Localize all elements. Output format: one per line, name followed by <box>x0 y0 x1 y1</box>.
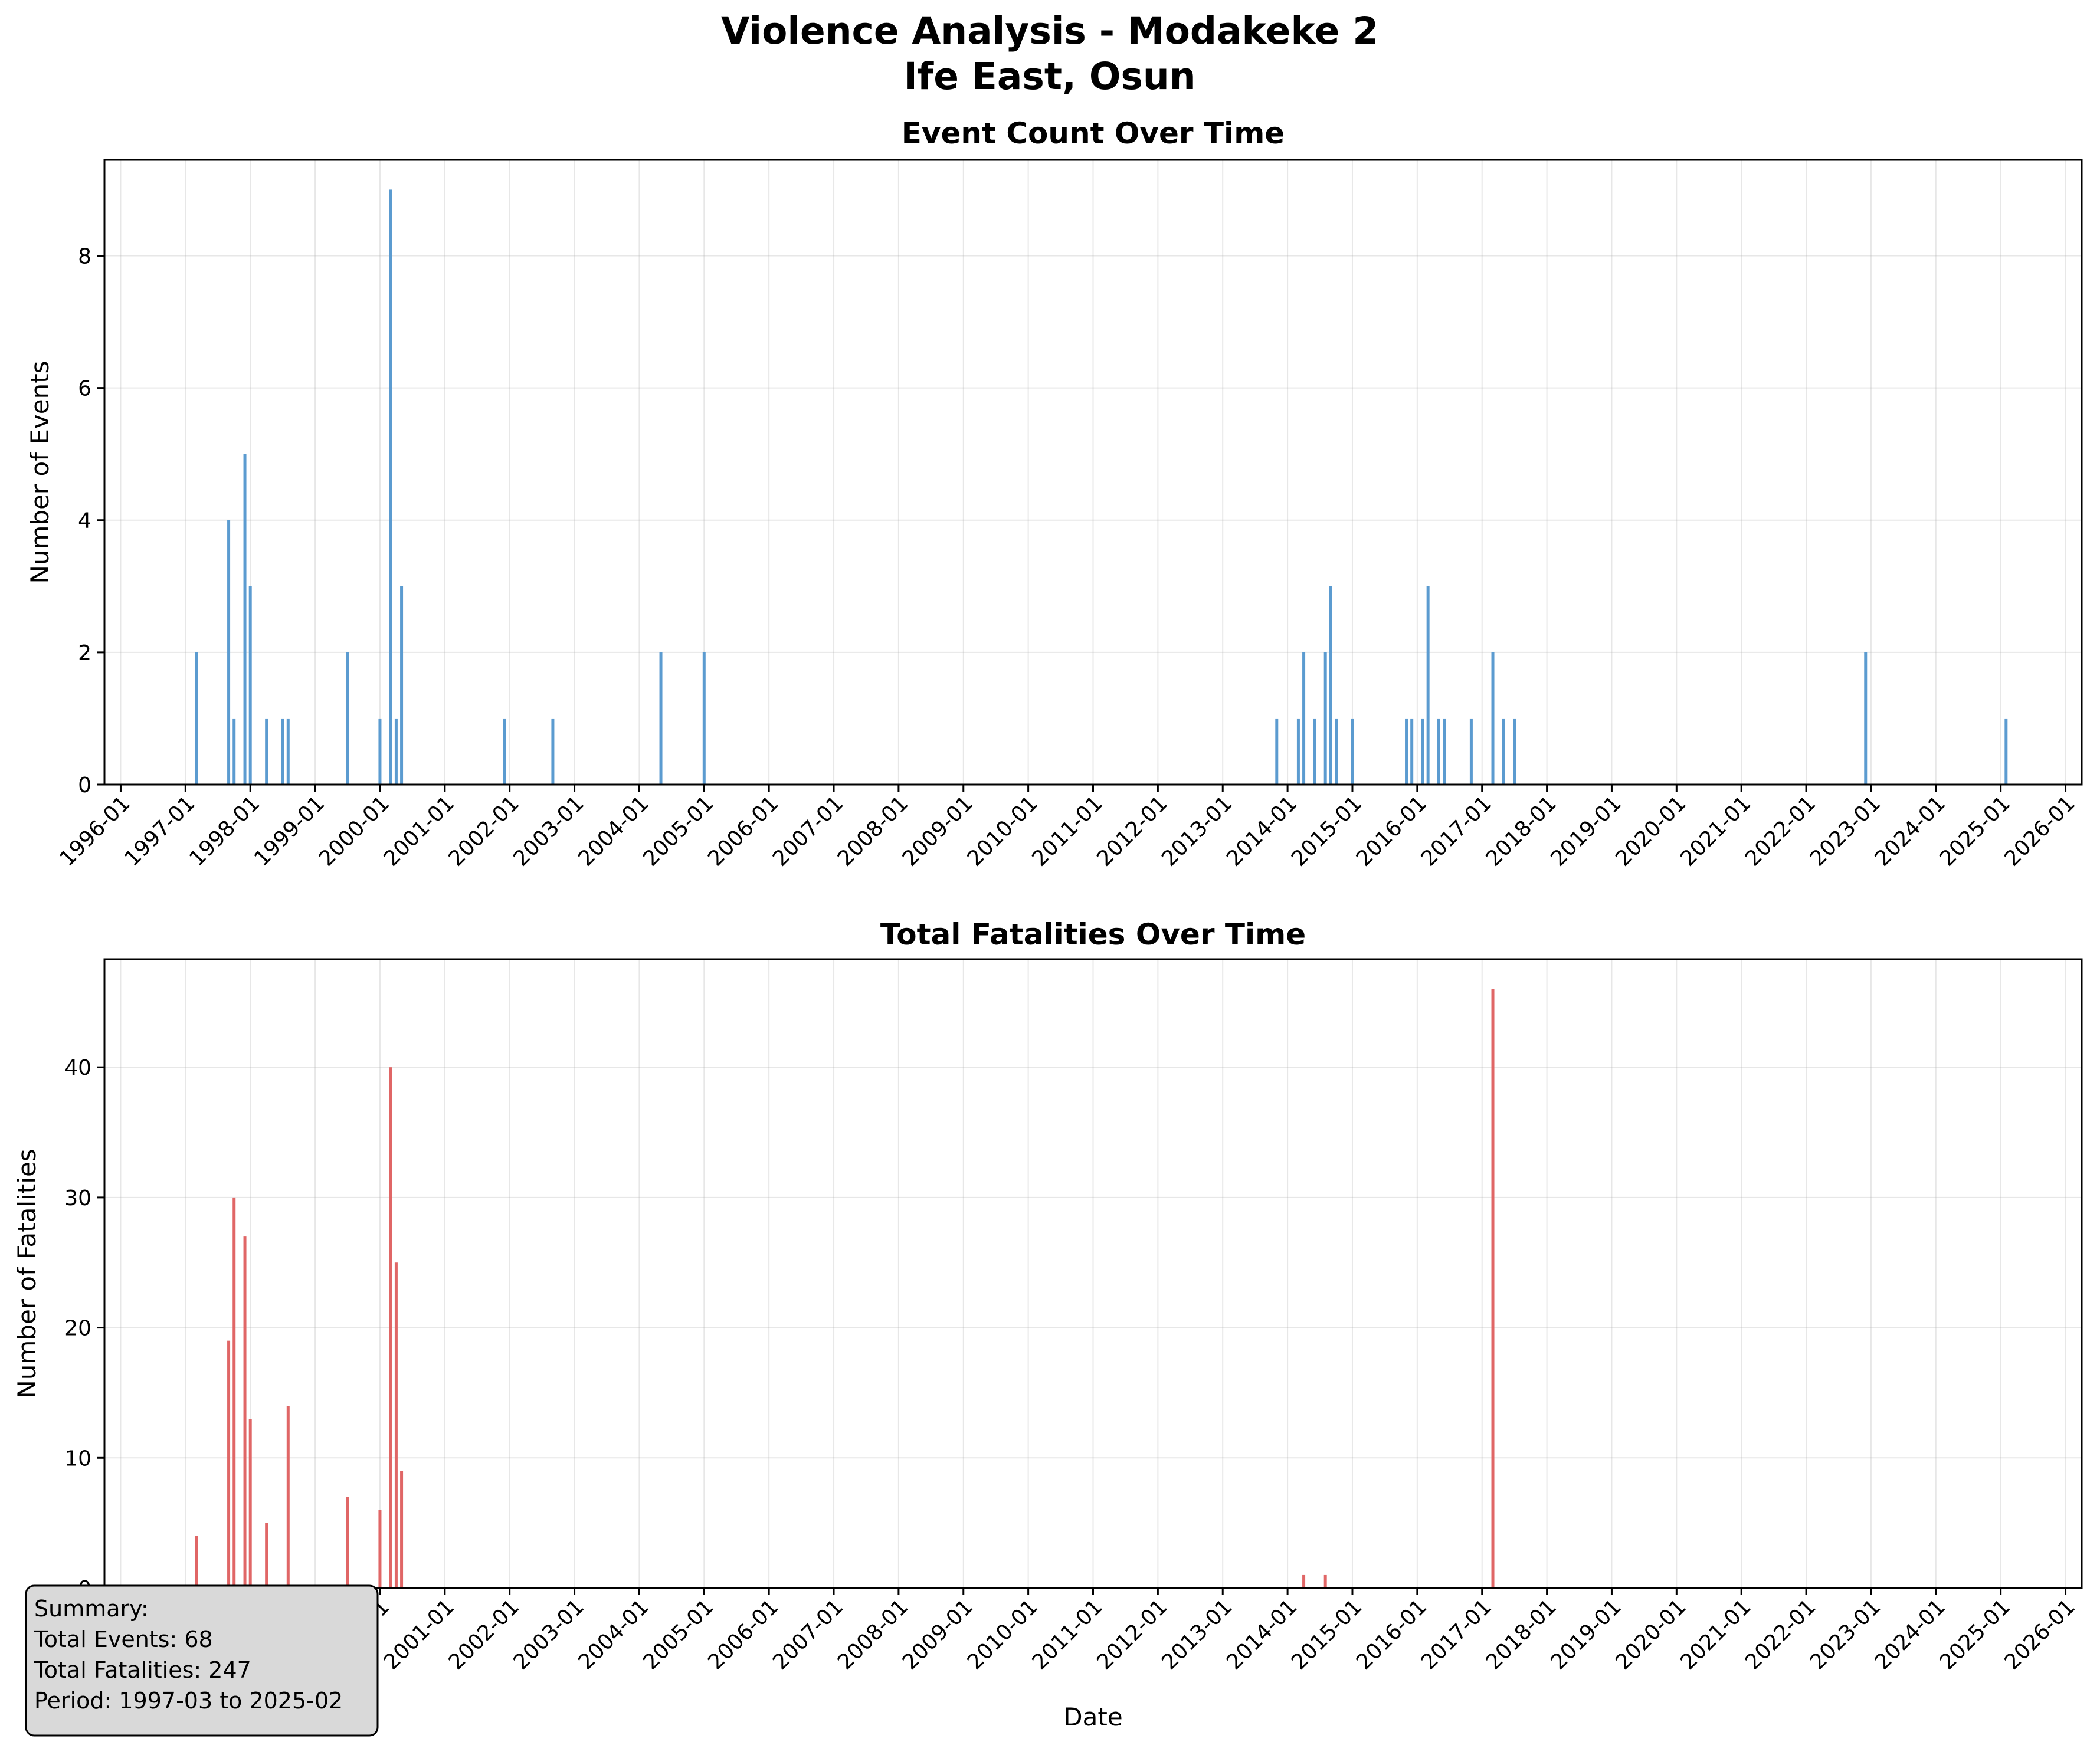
data-bar <box>286 718 290 785</box>
y-tick-label: 40 <box>64 1056 91 1080</box>
data-bar <box>1323 652 1327 785</box>
data-bar <box>243 454 247 785</box>
data-bar <box>1491 989 1495 1588</box>
data-bar <box>1491 652 1495 785</box>
data-bar <box>1351 718 1354 785</box>
summary-box: Summary: Total Events: 68 Total Fataliti… <box>25 1584 379 1737</box>
data-bar <box>1443 718 1446 785</box>
data-bar <box>281 718 284 785</box>
data-bar <box>248 586 252 785</box>
data-bar <box>394 718 398 785</box>
y-tick-label: 4 <box>78 509 91 533</box>
summary-heading: Summary: <box>34 1596 149 1622</box>
data-bar <box>1864 652 1868 785</box>
data-bar <box>1502 718 1505 785</box>
data-bar <box>1410 718 1414 785</box>
data-bar <box>1302 652 1306 785</box>
data-bar <box>1426 586 1430 785</box>
data-bar <box>400 586 404 785</box>
y-tick-label: 10 <box>64 1446 91 1471</box>
data-bar <box>1437 718 1440 785</box>
data-bar <box>232 1197 236 1588</box>
summary-total-events: Total Events: 68 <box>34 1626 213 1652</box>
y-axis-label: Number of Events <box>25 360 54 583</box>
data-bar <box>1405 718 1408 785</box>
data-bar <box>346 1497 349 1588</box>
data-bar <box>1469 718 1473 785</box>
summary-period: Period: 1997-03 to 2025-02 <box>34 1688 343 1714</box>
y-tick-label: 2 <box>78 641 91 665</box>
figure-title-line1: Violence Analysis - Modakeke 2 <box>721 9 1378 53</box>
data-bar <box>195 1536 198 1588</box>
data-bar <box>1313 718 1316 785</box>
data-bar <box>1296 718 1300 785</box>
subplot-title: Total Fatalities Over Time <box>880 917 1306 952</box>
data-bar <box>1329 586 1332 785</box>
data-bar <box>378 718 382 785</box>
data-bar <box>1513 718 1516 785</box>
x-axis-label: Date <box>1063 1702 1122 1731</box>
data-bar <box>2004 718 2008 785</box>
data-bar <box>346 652 349 785</box>
data-bar <box>1335 718 1338 785</box>
y-axis-label: Number of Fatalities <box>12 1149 41 1398</box>
data-bar <box>1323 1574 1327 1588</box>
data-bar <box>378 1510 382 1588</box>
y-tick-label: 30 <box>64 1186 91 1210</box>
y-tick-label: 20 <box>64 1317 91 1341</box>
data-bar <box>389 189 392 785</box>
data-bar <box>659 652 663 785</box>
y-tick-label: 8 <box>78 244 91 268</box>
data-bar <box>503 718 506 785</box>
data-bar <box>265 718 268 785</box>
data-bar <box>227 520 231 785</box>
data-bar <box>195 652 198 785</box>
figure-title-line2: Ife East, Osun <box>903 55 1195 98</box>
y-tick-label: 0 <box>78 773 91 798</box>
data-bar <box>1275 718 1279 785</box>
subplot-title: Event Count Over Time <box>902 116 1285 150</box>
data-bar <box>243 1236 247 1588</box>
data-bar <box>400 1471 404 1588</box>
data-bar <box>1421 718 1424 785</box>
data-bar <box>286 1406 290 1588</box>
data-bar <box>394 1262 398 1588</box>
summary-box-background <box>25 1584 379 1737</box>
data-bar <box>389 1067 392 1588</box>
data-bar <box>551 718 555 785</box>
data-bar <box>232 718 236 785</box>
summary-total-fatalities: Total Fatalities: 247 <box>34 1657 251 1683</box>
data-bar <box>1302 1574 1306 1588</box>
data-bar <box>227 1340 231 1588</box>
y-tick-label: 6 <box>78 377 91 401</box>
data-bar <box>248 1419 252 1588</box>
data-bar <box>702 652 706 785</box>
data-bar <box>265 1523 268 1588</box>
